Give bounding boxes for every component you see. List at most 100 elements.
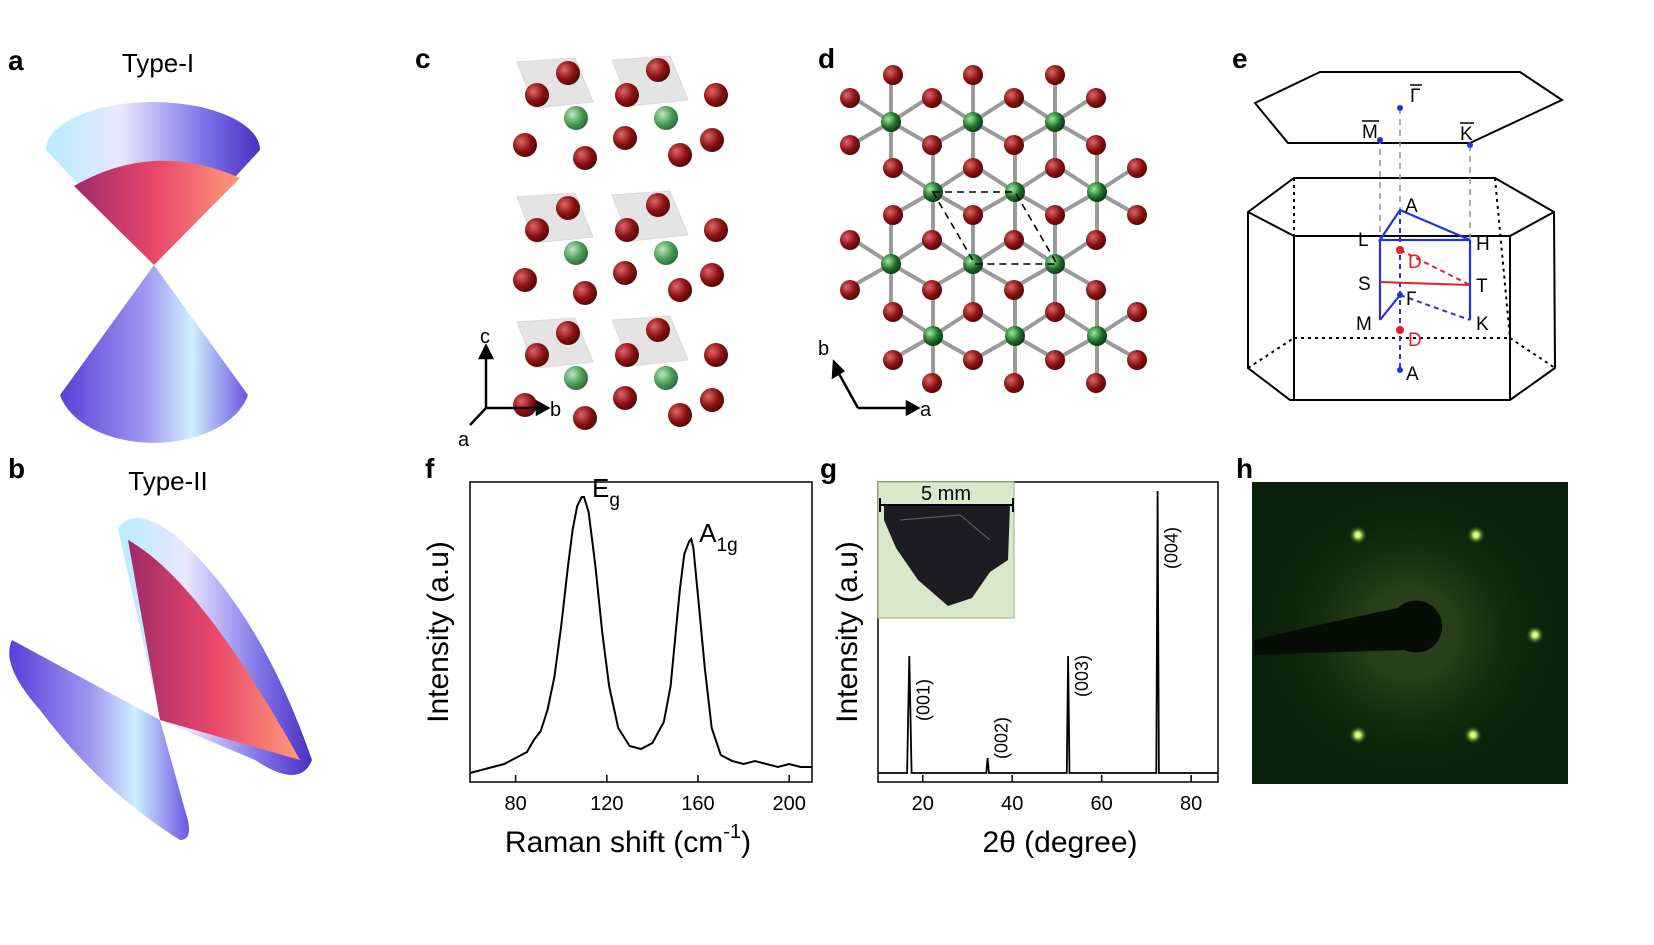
selenium-atom <box>556 196 580 220</box>
axis-b-label: b <box>550 399 561 421</box>
selenium-atom <box>1004 88 1024 108</box>
panel-h: h <box>1236 453 1568 784</box>
selenium-atom <box>573 146 597 170</box>
selenium-atom <box>883 350 903 370</box>
selenium-atom <box>963 350 983 370</box>
selenium-atom <box>556 321 580 345</box>
xrd-series-line <box>878 490 1218 774</box>
panel-a-title: Type-I <box>122 48 194 78</box>
selenium-atom <box>1127 205 1147 225</box>
selenium-atom <box>513 393 537 417</box>
x-tick-label: 40 <box>1001 793 1023 815</box>
selenium-atom <box>615 343 639 367</box>
selenium-atom <box>668 278 692 302</box>
bz-label-l: L <box>1358 230 1369 251</box>
selenium-atom <box>963 302 983 322</box>
metal-atom <box>881 254 901 274</box>
xrd-x-ticks: 20 40 60 80 <box>912 775 1202 815</box>
selenium-atom <box>922 135 942 155</box>
selenium-atom <box>1086 373 1106 393</box>
x-tick-label: 20 <box>912 793 934 815</box>
bz-label-m: M <box>1356 314 1372 335</box>
xrd-peak-label: (001) <box>913 679 933 721</box>
bz-label-m-bar: M <box>1362 122 1378 143</box>
panel-label-a: a <box>8 45 24 76</box>
crystal-photo-inset: 5 mm <box>877 481 1015 619</box>
bz-label-s: S <box>1358 274 1371 295</box>
selenium-atom <box>513 133 537 157</box>
bz-label-gamma: Γ <box>1406 289 1416 310</box>
raman-x-axis-label: Raman shift (cm-1) <box>505 821 751 859</box>
selenium-atom <box>1004 135 1024 155</box>
axis-b-label-d: b <box>818 338 829 360</box>
panel-e: e <box>1232 43 1565 401</box>
metal-atom <box>963 112 983 132</box>
selenium-atom <box>883 65 903 85</box>
bz-label-a-top: A <box>1405 196 1418 217</box>
selenium-atom <box>963 65 983 85</box>
selenium-atom <box>704 83 728 107</box>
selenium-atom <box>840 280 860 300</box>
selenium-atom <box>615 83 639 107</box>
axes-c <box>469 343 551 426</box>
selenium-atom <box>883 158 903 178</box>
selenium-atom <box>922 280 942 300</box>
projection-lines <box>1379 108 1471 240</box>
bz-label-gamma-bar: Γ <box>1410 86 1420 107</box>
selenium-atom <box>525 343 549 367</box>
selenium-atom <box>1004 280 1024 300</box>
raman-peak-label: A1g <box>699 518 737 556</box>
panel-label-h: h <box>1236 453 1253 484</box>
selenium-atom <box>963 205 983 225</box>
metal-atom <box>564 366 588 390</box>
selenium-atom <box>1127 302 1147 322</box>
selenium-atom <box>704 343 728 367</box>
bz-label-a-bottom: A <box>1406 364 1419 385</box>
axis-a-label: a <box>458 429 470 451</box>
panel-label-b: b <box>8 453 25 484</box>
metal-atom <box>1045 112 1065 132</box>
axis-a-label-d: a <box>920 399 932 421</box>
metal-atom <box>963 254 983 274</box>
metal-atom <box>654 366 678 390</box>
s-t-line <box>1379 281 1471 286</box>
selenium-atom <box>1004 230 1024 250</box>
x-tick-label: 160 <box>681 793 714 815</box>
xrd-peak-labels: (001) (002) (003) (004) <box>913 527 1181 759</box>
bz-hidden-edges <box>1247 177 1556 369</box>
panel-a: a Type-I <box>8 45 260 443</box>
selenium-atom <box>615 218 639 242</box>
selenium-atom <box>573 406 597 430</box>
panel-b-title: Type-II <box>128 466 207 496</box>
bz-label-d-lower: D <box>1408 330 1422 351</box>
selenium-atom <box>700 388 724 412</box>
metal-atom <box>564 106 588 130</box>
selenium-atom <box>556 61 580 85</box>
selenium-atom <box>513 268 537 292</box>
selenium-atom <box>700 128 724 152</box>
selenium-atom <box>1045 158 1065 178</box>
selenium-atom <box>883 205 903 225</box>
bz-label-d-upper: D <box>1408 252 1422 273</box>
axes-d <box>831 359 921 417</box>
panel-label-c: c <box>415 43 431 74</box>
panel-label-e: e <box>1232 43 1248 74</box>
panel-label-g: g <box>820 453 837 484</box>
panel-g: g 20 40 60 80 (001) (002) (003) (004) Intensit… <box>820 453 1219 859</box>
bz-label-t: T <box>1476 276 1488 297</box>
electron-gun-shadow <box>1254 600 1443 655</box>
type-ii-cone <box>9 518 312 840</box>
panel-d: d a b <box>818 43 1147 421</box>
metal-atom <box>1087 326 1107 346</box>
raman-series-line <box>469 496 812 774</box>
selenium-atom <box>1086 88 1106 108</box>
irreducible-wedge <box>1377 208 1472 321</box>
x-tick-label: 80 <box>1180 793 1202 815</box>
xrd-x-axis-label: 2θ (degree) <box>982 826 1137 859</box>
selenium-atom <box>646 58 670 82</box>
xrd-y-axis-label: Intensity (a.u) <box>831 541 864 723</box>
selenium-atom <box>840 230 860 250</box>
metal-atom <box>881 112 901 132</box>
xrd-plot-frame <box>877 481 1219 783</box>
